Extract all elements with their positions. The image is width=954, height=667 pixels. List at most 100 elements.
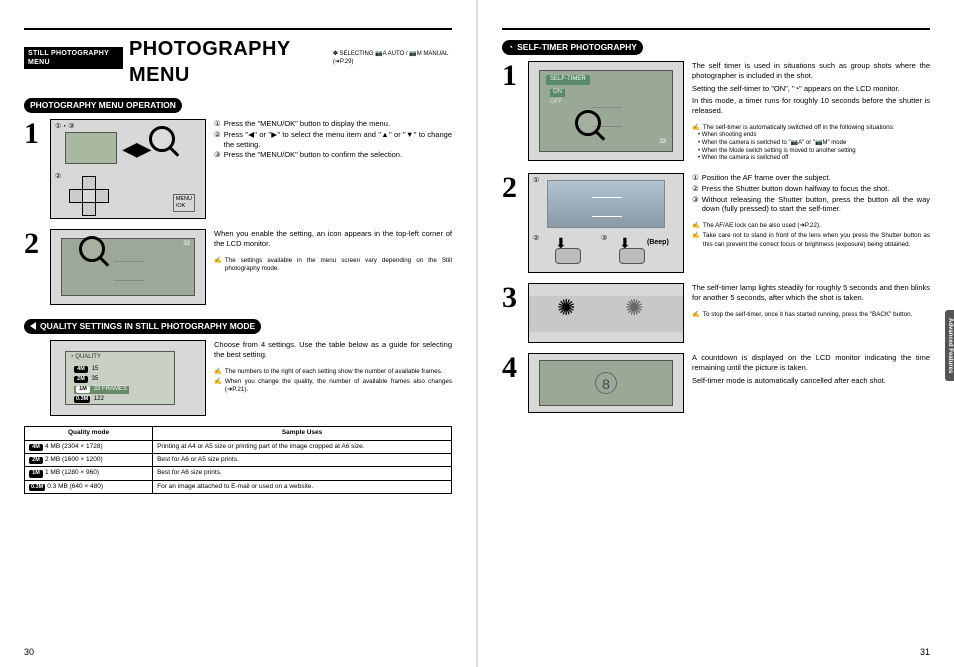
note-icon: ✍ (692, 124, 700, 132)
step-1: 1 SELF-TIMER ON OFF 33 The self timer is… (502, 61, 930, 163)
callout-1-3: ①・③ (55, 122, 75, 131)
bullet-num: ② (214, 130, 221, 150)
sample-use-cell: Best for A6 size prints. (153, 467, 452, 480)
quality-mode-cell: 1 MB (1280 × 960) (45, 469, 99, 476)
side-tab-advanced-features: Advanced Features (945, 310, 954, 381)
quality-badge: 0.3M (29, 484, 45, 491)
quality-mode-cell: 0.3 MB (640 × 480) (47, 483, 103, 490)
lcd-screen-icon: SELF-TIMER ON OFF 33 (539, 70, 673, 152)
section-quality-settings: QUALITY SETTINGS IN STILL PHOTOGRAPHY MO… (24, 315, 452, 494)
step-3: 3 ✺ ✺ The self-timer lamp lights steadil… (502, 283, 930, 343)
quality-block: ◔ QUALITY 4M 15 2M 35 1M 33 FRAMES 0.3M … (24, 340, 452, 416)
shutter-button-icon (619, 248, 645, 264)
step-1: 1 ①・③ ◀▶ ② MENU/OK ①Press the "MENU/OK" … (24, 119, 452, 219)
note-bullets: When shooting ends When the camera is sw… (692, 132, 930, 163)
note-text: The numbers to the right of each setting… (225, 368, 443, 376)
countdown-number: 8 (595, 372, 617, 394)
magnifier-icon (575, 110, 601, 136)
on-label: ON (550, 89, 565, 97)
step-1-text: ①Press the "MENU/OK" button to display t… (214, 119, 452, 219)
manual-page-30: STILL PHOTOGRAPHY MENU PHOTOGRAPHY MENU … (0, 0, 477, 667)
sample-use-cell: Printing at A4 or A5 size or printing pa… (153, 440, 452, 453)
quality-table: Quality mode Sample Uses 4M4 MB (2304 × … (24, 426, 452, 494)
section-photo-menu-operation: PHOTOGRAPHY MENU OPERATION 1 ①・③ ◀▶ ② ME… (24, 94, 452, 305)
note-text: To stop the self-timer, once it has star… (703, 311, 913, 319)
bullet-text: Press the Shutter button down halfway to… (702, 184, 890, 194)
callout-2: ② (533, 234, 539, 243)
figure-menu-operation: ①・③ ◀▶ ② MENU/OK (50, 119, 206, 219)
lcd-icon (65, 132, 117, 164)
figure-countdown: 8 (528, 353, 684, 413)
selftimer-label: SELF-TIMER (546, 75, 590, 85)
step-number: 2 (502, 173, 520, 273)
note-icon: ✍ (214, 378, 222, 394)
figure-selftimer-on: SELF-TIMER ON OFF 33 (528, 61, 684, 161)
callout-2: ② (55, 172, 61, 181)
paragraph: In this mode, a timer runs for roughly 1… (692, 96, 930, 116)
note-text: When you change the quality, the number … (225, 378, 452, 394)
callout-1: ① (533, 176, 539, 185)
paragraph: A countdown is displayed on the LCD moni… (692, 353, 930, 373)
figure-shutter-press: ① ② ⬇ ③ ⬇ (Beep) (528, 173, 684, 273)
step-2: 2 33 When you enable the setting, an ico… (24, 229, 452, 305)
quality-text: Choose from 4 settings. Use the table be… (214, 340, 452, 416)
frames-03m: 122 (94, 396, 104, 402)
bullet-num: ③ (692, 195, 699, 215)
arrow-left-icon: ◀▶ (123, 138, 151, 161)
quality-mode-cell: 2 MB (1600 × 1200) (45, 456, 103, 463)
step-number: 3 (502, 283, 520, 343)
figure-icon-topleft: 33 (50, 229, 206, 305)
bullet-text: Without releasing the Shutter button, pr… (702, 195, 930, 215)
note-icon: ✍ (214, 368, 222, 376)
bullet-num: ③ (214, 150, 221, 160)
list-item: When the Mode switch setting is moved to… (698, 148, 930, 156)
quality-badge: 1M (29, 470, 43, 477)
step-number: 1 (24, 119, 42, 219)
top-rule (502, 28, 930, 30)
bullet-text: Press "◀" or "▶" to select the menu item… (224, 130, 452, 150)
frames-4m: 15 (92, 366, 99, 372)
table-row: 1M1 MB (1280 × 960) Best for A6 size pri… (25, 467, 452, 480)
col-sample-uses: Sample Uses (153, 427, 452, 440)
step-2-text: When you enable the setting, an icon app… (214, 229, 452, 305)
step-4-text: A countdown is displayed on the LCD moni… (692, 353, 930, 413)
section-heading-quality: QUALITY SETTINGS IN STILL PHOTOGRAPHY MO… (24, 319, 261, 334)
frame-counter: 33 (659, 139, 666, 147)
sample-use-cell: For an image attached to E-mail or used … (153, 480, 452, 493)
bullet-text: Press the "MENU/OK" button to display th… (224, 119, 390, 129)
bullet-num: ② (692, 184, 699, 194)
frames-2m: 35 (92, 376, 99, 382)
dpad-icon (69, 176, 109, 216)
note-icon: ✍ (692, 222, 700, 230)
section-heading-selftimer: SELF-TIMER PHOTOGRAPHY (502, 40, 643, 55)
manual-page-31: SELF-TIMER PHOTOGRAPHY 1 SELF-TIMER ON O… (477, 0, 954, 667)
page-title: PHOTOGRAPHY MENU (129, 36, 327, 88)
quality-badge: 4M (29, 444, 43, 451)
frame-counter: 33 (183, 241, 190, 249)
lamp-burst-icon: ✺ (557, 294, 575, 323)
still-photo-menu-tag: STILL PHOTOGRAPHY MENU (24, 47, 123, 69)
step-3-text: The self-timer lamp lights steadily for … (692, 283, 930, 343)
quality-badge: 2M (29, 457, 43, 464)
section-heading-operation: PHOTOGRAPHY MENU OPERATION (24, 98, 182, 113)
page-number: 31 (920, 647, 930, 659)
magnifier-icon (79, 236, 105, 262)
step-number: 1 (502, 61, 520, 163)
step-number: 4 (502, 353, 520, 413)
table-row: 4M4 MB (2304 × 1728) Printing at A4 or A… (25, 440, 452, 453)
note-text: The AF/AE lock can be also used (➜P.22). (703, 222, 821, 230)
paragraph: Setting the self-timer to "ON", "◔" appe… (692, 84, 930, 94)
frames-1m: 33 FRAMES (94, 386, 127, 392)
paragraph: The self-timer lamp lights steadily for … (692, 283, 930, 303)
bullet-text: Press the "MENU/OK" button to confirm th… (224, 150, 402, 160)
page-number: 30 (24, 647, 34, 659)
shutter-button-icon (555, 248, 581, 264)
magnifier-icon (149, 126, 175, 152)
col-quality-mode: Quality mode (25, 427, 153, 440)
beep-label: (Beep) (647, 238, 669, 247)
callout-3: ③ (601, 234, 607, 243)
quality-intro: Choose from 4 settings. Use the table be… (214, 340, 452, 360)
table-row: 0.3M0.3 MB (640 × 480) For an image atta… (25, 480, 452, 493)
bullet-num: ① (214, 119, 221, 129)
quality-mode-cell: 4 MB (2304 × 1728) (45, 443, 103, 450)
